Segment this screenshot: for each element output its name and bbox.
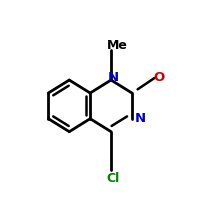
Text: N: N xyxy=(107,71,119,84)
Text: N: N xyxy=(134,112,145,125)
Text: Me: Me xyxy=(107,40,127,52)
Text: O: O xyxy=(154,71,165,84)
Text: Cl: Cl xyxy=(106,172,120,185)
